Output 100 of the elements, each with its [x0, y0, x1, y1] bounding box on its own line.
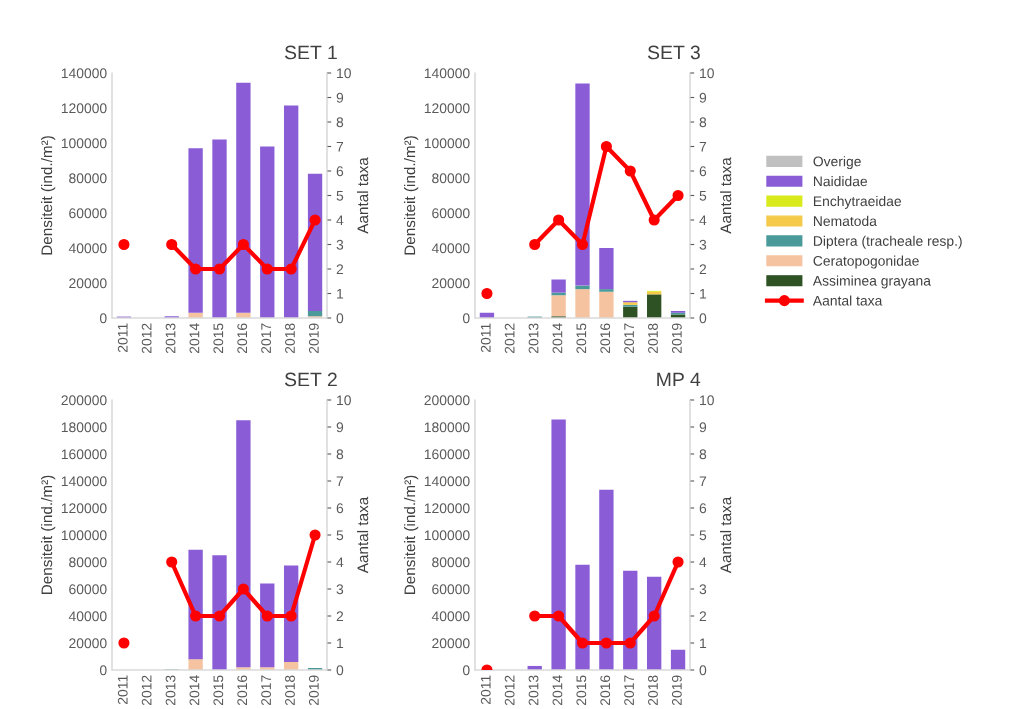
y-tick-label: 160000 [61, 449, 107, 460]
y2-tick-label: 8 [336, 117, 344, 128]
x-tick-label: 2011 [117, 675, 128, 705]
x-tick-label: 2013 [528, 323, 539, 354]
y2-tick-label: 4 [336, 215, 344, 226]
y-tick-label: 100000 [61, 138, 107, 149]
x-tick-label: 2015 [213, 323, 224, 354]
x-tick-label: 2018 [285, 675, 295, 706]
y2-tick-label: 3 [699, 584, 707, 595]
y-tick-label: 20000 [69, 638, 107, 649]
y2-tick-label: 0 [336, 665, 344, 676]
y-tick-label: 120000 [424, 503, 470, 514]
y-tick-label: 40000 [431, 611, 470, 622]
x-tick-label: 2017 [261, 323, 272, 354]
x-tick-label: 2016 [237, 323, 248, 354]
x-tick-label: 2014 [552, 323, 563, 354]
x-tick-label: 2011 [480, 323, 491, 353]
x-tick-label: 2011 [480, 675, 491, 705]
x-tick-label: 2018 [285, 323, 295, 354]
x-tick-label: 2019 [671, 675, 682, 706]
y-tick-label: 40000 [68, 611, 107, 622]
y2-tick-label: 1 [700, 288, 707, 299]
x-tick-label: 2017 [624, 323, 635, 354]
y2-tick-label: 6 [699, 503, 707, 514]
y-tick-label: 100000 [424, 530, 470, 541]
y-tick-label: 0 [462, 313, 470, 324]
y-tick-label: 60000 [69, 584, 107, 595]
legend-label: Nematoda [813, 215, 877, 227]
y-axis-title: Densiteit (ind./m²) [41, 475, 56, 595]
y2-tick-label: 6 [336, 166, 344, 177]
y-tick-label: 40000 [68, 243, 107, 254]
y2-tick-label: 2 [336, 611, 344, 622]
chart-title: SET 3 [647, 45, 700, 60]
y-tick-label: 40000 [431, 243, 470, 254]
y2-tick-label: 7 [699, 476, 707, 487]
x-tick-label: 2018 [648, 675, 658, 706]
y2-axis-title: Aantal taxa [357, 157, 369, 234]
legend-label: Ceratopogonidae [813, 255, 919, 269]
y2-tick-label: 5 [699, 190, 707, 201]
x-tick-label: 2012 [141, 675, 152, 706]
x-tick-label: 2017 [624, 675, 635, 706]
y-tick-label: 60000 [432, 584, 470, 595]
x-tick-label: 2014 [552, 675, 563, 706]
x-tick-label: 2015 [576, 675, 587, 706]
y-tick-label: 80000 [432, 557, 470, 568]
y2-tick-label: 3 [336, 584, 344, 595]
chart-title: SET 2 [284, 372, 337, 387]
y-tick-label: 0 [99, 313, 107, 324]
x-tick-label: 2013 [528, 675, 539, 706]
y2-tick-label: 10 [700, 68, 714, 79]
x-tick-label: 2016 [600, 323, 611, 354]
y2-tick-label: 1 [700, 638, 707, 649]
x-tick-label: 2012 [141, 323, 152, 354]
x-tick-label: 2011 [117, 323, 128, 353]
x-tick-label: 2015 [213, 675, 224, 706]
y2-tick-label: 1 [337, 288, 344, 299]
y2-tick-label: 5 [699, 530, 707, 541]
x-tick-label: 2013 [165, 323, 176, 354]
y2-tick-label: 0 [336, 313, 344, 324]
x-tick-label: 2016 [237, 675, 248, 706]
y2-tick-label: 4 [699, 557, 707, 568]
y2-tick-label: 9 [699, 422, 707, 433]
x-tick-label: 2017 [261, 675, 272, 706]
y-tick-label: 20000 [69, 278, 107, 289]
x-tick-label: 2019 [671, 323, 682, 354]
y2-tick-label: 4 [336, 557, 344, 568]
legend-label: Assiminea grayana [812, 275, 931, 289]
y2-axis-title: Aantal taxa [357, 496, 369, 574]
y2-tick-label: 0 [699, 665, 707, 676]
y2-tick-label: 7 [699, 141, 707, 152]
x-tick-label: 2014 [189, 323, 200, 354]
legend-label: Diptera (tracheale resp.) [813, 235, 962, 249]
y2-tick-label: 7 [336, 476, 344, 487]
y-axis-title: Densiteit (ind./m²) [404, 475, 419, 595]
y-tick-label: 140000 [424, 68, 470, 79]
y-tick-label: 180000 [61, 422, 107, 433]
chart-title: SET 1 [284, 45, 337, 60]
y2-tick-label: 2 [699, 611, 707, 622]
legend-label: Aantal taxa [812, 295, 883, 306]
y-tick-label: 160000 [424, 449, 470, 460]
x-tick-label: 2012 [504, 675, 515, 706]
y2-tick-label: 1 [337, 638, 344, 649]
y2-tick-label: 2 [699, 264, 707, 275]
y2-tick-label: 9 [336, 422, 344, 433]
y2-tick-label: 8 [336, 449, 344, 460]
y2-tick-label: 5 [336, 530, 344, 541]
y-tick-label: 120000 [61, 103, 107, 114]
x-tick-label: 2019 [308, 675, 319, 706]
x-tick-label: 2012 [504, 323, 515, 354]
x-tick-label: 2019 [308, 323, 319, 354]
y2-tick-label: 9 [336, 92, 344, 103]
y2-tick-label: 3 [699, 239, 707, 250]
y2-tick-label: 5 [336, 190, 344, 201]
y2-tick-label: 10 [337, 68, 351, 79]
x-tick-label: 2018 [648, 323, 658, 354]
y-tick-label: 80000 [69, 173, 107, 184]
y2-tick-label: 4 [699, 215, 707, 226]
y-tick-label: 100000 [424, 138, 470, 149]
y2-tick-label: 3 [336, 239, 344, 250]
y-tick-label: 200000 [424, 395, 470, 406]
